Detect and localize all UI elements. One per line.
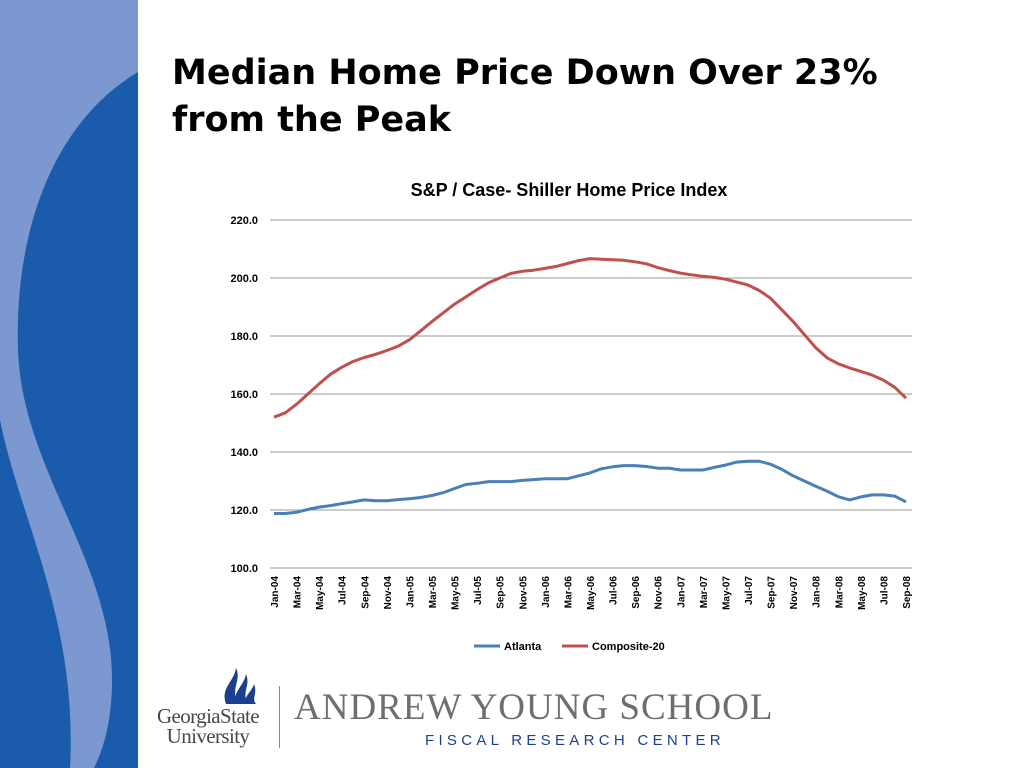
y-tick-label: 180.0: [230, 331, 258, 343]
x-tick-label: Jul-08: [879, 576, 890, 605]
gsu-wordmark-line-2: University: [166, 724, 250, 748]
chart-gridlines: [270, 219, 912, 569]
x-tick-label: May-08: [857, 576, 868, 610]
x-tick-label: Nov-06: [654, 576, 665, 610]
slide-title: Median Home Price Down Over 23% from the…: [172, 50, 972, 144]
x-tick-label: Jan-05: [405, 576, 416, 608]
x-tick-label: Mar-07: [699, 576, 710, 609]
school-name: ANDREW YOUNG SCHOOL: [294, 687, 774, 728]
x-tick-label: Jan-06: [541, 576, 552, 608]
y-tick-label: 120.0: [230, 505, 258, 517]
slide-title-line-2: from the Peak: [172, 100, 452, 140]
legend-label: Atlanta: [504, 641, 542, 653]
x-tick-label: Mar-06: [563, 576, 574, 609]
decorative-side-band: [0, 0, 138, 768]
chart-legend: Atlanta Composite-20: [474, 641, 665, 653]
series-line-composite-20: [273, 257, 908, 419]
gsu-wordmark: GeorgiaState University: [144, 704, 272, 748]
x-tick-label: Sep-06: [631, 576, 642, 609]
x-tick-label: May-04: [315, 576, 326, 610]
x-tick-label: May-07: [721, 576, 732, 610]
x-tick-label: Nov-07: [789, 576, 800, 610]
x-tick-label: Jul-05: [473, 576, 484, 605]
chart-title: S&P / Case- Shiller Home Price Index: [411, 180, 728, 200]
x-tick-label: May-05: [451, 576, 462, 610]
y-tick-label: 140.0: [230, 447, 258, 459]
y-axis-tick-labels: 100.0 120.0 140.0 160.0 180.0 200.0 220.0: [230, 215, 258, 575]
side-band-dark-lower: [0, 420, 71, 768]
x-tick-label: Jan-08: [812, 576, 823, 608]
x-tick-label: Nov-05: [518, 576, 529, 610]
gsu-flame-logo: [224, 668, 256, 704]
x-tick-label: Jul-04: [338, 576, 349, 605]
y-tick-label: 200.0: [230, 273, 258, 285]
legend-label: Composite-20: [592, 641, 665, 653]
y-tick-label: 100.0: [230, 563, 258, 575]
x-tick-label: Mar-08: [834, 576, 845, 609]
chart-series-lines: [273, 257, 908, 515]
x-tick-label: Jan-04: [270, 576, 281, 608]
x-tick-label: Sep-04: [360, 576, 371, 609]
x-tick-label: Nov-04: [383, 576, 394, 610]
x-tick-label: Mar-05: [428, 576, 439, 609]
x-tick-label: Jul-06: [609, 576, 620, 605]
logo-divider: [279, 686, 280, 748]
x-tick-label: Sep-07: [767, 576, 778, 609]
x-axis-tick-labels: Jan-04 Mar-04 May-04 Jul-04 Sep-04 Nov-04 Jan-…: [270, 576, 913, 610]
series-line-atlanta: [274, 459, 907, 515]
y-tick-label: 220.0: [230, 215, 258, 227]
line-chart: S&P / Case- Shiller Home Price Index 100…: [230, 180, 913, 653]
x-tick-label: Jan-07: [676, 576, 687, 608]
x-tick-label: Sep-08: [902, 576, 913, 609]
gsu-wordmark-line-1: GeorgiaState: [156, 704, 260, 728]
x-tick-label: Sep-05: [496, 576, 507, 609]
x-tick-label: Jul-07: [744, 576, 755, 605]
x-tick-label: Mar-04: [293, 576, 304, 609]
y-tick-label: 160.0: [230, 389, 258, 401]
slide-title-line-1: Median Home Price Down Over 23%: [172, 53, 878, 93]
side-band-dark-swoosh: [17, 72, 138, 768]
footer-logos: GeorgiaState University ANDREW YOUNG SCH…: [140, 660, 772, 760]
research-center-name: FISCAL RESEARCH CENTER: [425, 732, 725, 749]
x-tick-label: May-06: [586, 576, 597, 610]
